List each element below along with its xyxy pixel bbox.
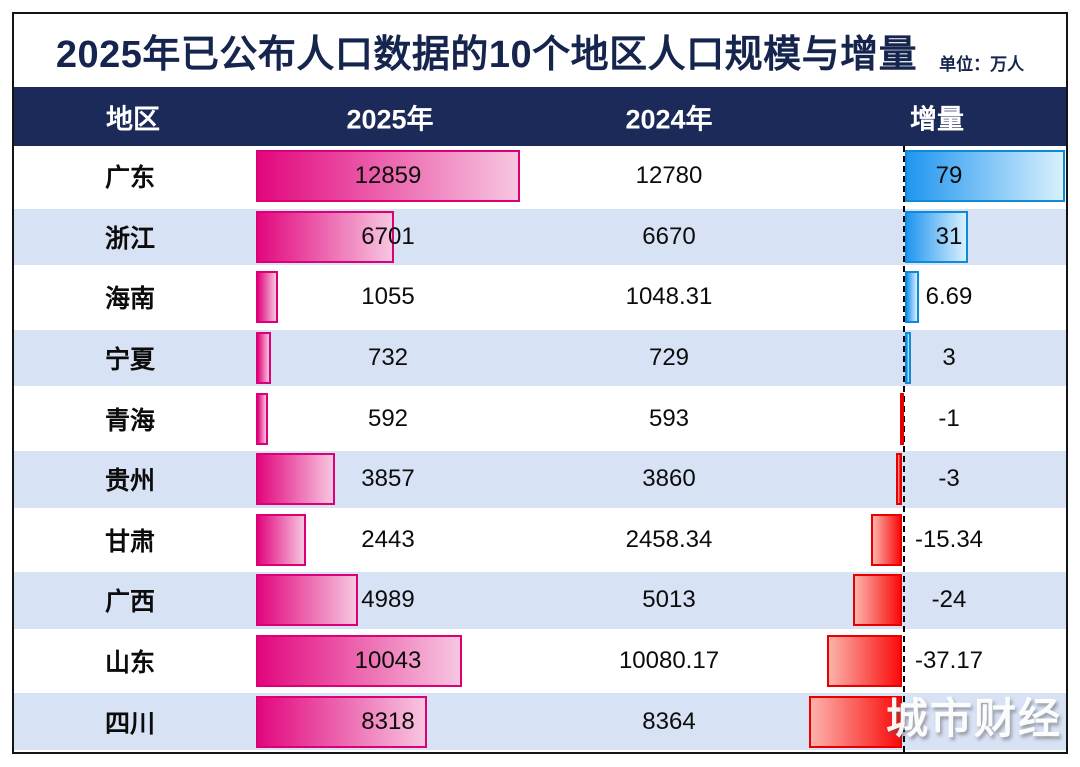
value-2024: 593 — [648, 404, 690, 432]
value-2025: 8318 — [361, 707, 415, 735]
increment-negative-bar — [900, 392, 904, 445]
value-2025: 592 — [367, 404, 409, 432]
region-label: 广东 — [104, 164, 156, 193]
increment-negative-bar — [896, 453, 902, 506]
table-body: 广东 12859 12780 79 浙江 6701 6670 31 海南 1055 1048.31 6… — [14, 146, 1066, 752]
title-bar: 2025年已公布人口数据的10个地区人口规模与增量 单位：万人 — [14, 14, 1066, 87]
table-header: 地区 2025年 2024年 增量 — [14, 87, 1066, 146]
table-row: 甘肃 2443 2458.34 -15.34 — [14, 509, 1066, 571]
header-2025: 2025年 — [346, 104, 434, 134]
region-label: 海南 — [104, 285, 156, 314]
increment-positive-bar — [905, 332, 911, 385]
value-2025: 732 — [367, 344, 409, 372]
page-title: 2025年已公布人口数据的10个地区人口规模与增量 — [55, 34, 918, 76]
population-2025-bar — [256, 635, 462, 688]
value-2025: 2443 — [361, 525, 415, 553]
header-2024: 2024年 — [625, 104, 713, 134]
population-2025-bar — [256, 695, 427, 748]
population-2025-bar — [256, 453, 335, 506]
unit-label: 单位：万人 — [939, 55, 1025, 74]
increment-negative-bar — [871, 513, 902, 566]
table-row: 宁夏 732 729 3 — [14, 327, 1066, 389]
value-2025: 3857 — [361, 465, 415, 493]
table-row: 海南 1055 1048.31 6.69 — [14, 267, 1066, 328]
table-row: 贵州 3857 3860 -3 — [14, 448, 1066, 510]
increment-value: 31 — [935, 222, 963, 250]
increment-value: -1 — [938, 404, 960, 432]
value-2024: 8364 — [642, 707, 696, 735]
value-2025: 10043 — [354, 647, 422, 675]
region-label: 广西 — [104, 588, 156, 617]
population-2025-bar — [256, 392, 268, 445]
value-2024: 2458.34 — [625, 525, 713, 553]
table-row: 四川 8318 8364 — [14, 691, 1066, 752]
population-2025-bar — [256, 271, 278, 324]
increment-negative-bar — [853, 574, 902, 627]
table-row: 山东 10043 10080.17 -37.17 — [14, 630, 1066, 692]
value-2025: 12859 — [354, 162, 422, 190]
value-2024: 1048.31 — [625, 283, 713, 311]
header-region: 地区 — [106, 104, 160, 134]
table-row: 广东 12859 12780 79 — [14, 146, 1066, 207]
value-2024: 6670 — [642, 222, 696, 250]
region-label: 浙江 — [104, 224, 156, 253]
increment-positive-bar — [905, 150, 1065, 203]
population-2025-bar — [256, 574, 358, 627]
increment-zero-axis — [903, 146, 905, 752]
value-2024: 12780 — [635, 162, 703, 190]
population-2025-bar — [256, 150, 520, 203]
increment-value: -3 — [938, 465, 960, 493]
increment-value: 6.69 — [925, 283, 973, 311]
infographic-frame: 2025年已公布人口数据的10个地区人口规模与增量 单位：万人 地区 2025年… — [12, 12, 1068, 754]
value-2024: 3860 — [642, 465, 696, 493]
watermark: 城市财经 — [885, 695, 1062, 742]
value-2025: 4989 — [361, 586, 415, 614]
increment-negative-bar — [809, 695, 902, 748]
increment-value: -37.17 — [914, 647, 984, 675]
table-row: 广西 4989 5013 -24 — [14, 570, 1066, 631]
value-2024: 10080.17 — [618, 647, 720, 675]
increment-value: -24 — [931, 586, 967, 614]
increment-positive-bar — [905, 271, 919, 324]
increment-value: -15.34 — [914, 525, 984, 553]
value-2025: 6701 — [361, 222, 415, 250]
population-2025-bar — [256, 332, 271, 385]
population-2025-bar — [256, 210, 394, 263]
increment-value: 3 — [942, 344, 956, 372]
value-2024: 5013 — [642, 586, 696, 614]
population-2025-bar — [256, 513, 306, 566]
region-label: 四川 — [104, 709, 156, 738]
value-2024: 729 — [648, 344, 690, 372]
table-row: 青海 592 593 -1 — [14, 388, 1066, 449]
increment-positive-bar — [905, 210, 968, 263]
region-label: 青海 — [104, 406, 156, 435]
table-row: 浙江 6701 6670 31 — [14, 206, 1066, 268]
region-label: 甘肃 — [104, 527, 156, 556]
value-2025: 1055 — [361, 283, 415, 311]
increment-value: 79 — [935, 162, 963, 190]
header-increment: 增量 — [910, 104, 964, 134]
increment-negative-bar — [827, 635, 902, 688]
region-label: 山东 — [104, 649, 156, 678]
region-label: 宁夏 — [104, 346, 156, 375]
region-label: 贵州 — [104, 467, 156, 496]
